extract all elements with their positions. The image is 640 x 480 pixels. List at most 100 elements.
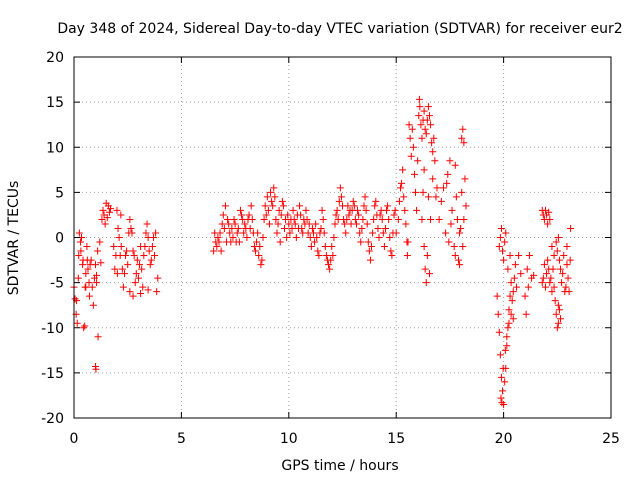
data-point <box>370 215 378 223</box>
data-point <box>262 211 270 219</box>
data-point <box>101 220 109 228</box>
data-point <box>89 301 97 309</box>
data-point <box>422 130 430 138</box>
data-point <box>254 229 262 237</box>
data-point <box>263 193 271 201</box>
data-point <box>245 211 253 219</box>
y-tick-label: -5 <box>50 276 64 292</box>
data-point <box>96 238 104 246</box>
data-point <box>363 220 371 228</box>
data-point <box>541 283 549 291</box>
data-point <box>230 215 238 223</box>
data-point <box>546 279 554 287</box>
data-point <box>140 252 148 260</box>
data-point <box>501 346 509 354</box>
data-point <box>341 220 349 228</box>
data-point <box>392 229 400 237</box>
data-point <box>424 103 432 111</box>
data-point <box>554 319 562 327</box>
data-point <box>435 215 443 223</box>
data-point <box>420 166 428 174</box>
data-point <box>439 184 447 192</box>
data-point <box>506 252 514 260</box>
data-point <box>154 274 162 282</box>
data-point <box>423 116 431 124</box>
data-point <box>256 243 264 251</box>
data-point <box>412 188 420 196</box>
y-tick-label: 10 <box>46 140 64 156</box>
data-point <box>567 224 575 232</box>
data-point <box>234 224 242 232</box>
data-point <box>93 271 101 279</box>
y-tick-label: -10 <box>41 321 64 337</box>
data-point <box>321 243 329 251</box>
data-point <box>235 238 243 246</box>
data-point <box>427 121 435 129</box>
data-point <box>525 252 533 260</box>
data-point <box>365 247 373 255</box>
data-point <box>120 270 128 278</box>
data-point <box>219 211 227 219</box>
data-point <box>84 265 92 273</box>
data-point <box>458 188 466 196</box>
data-point <box>447 220 455 228</box>
data-point <box>238 211 246 219</box>
x-tick-label: 25 <box>602 431 620 447</box>
data-point <box>360 202 368 210</box>
data-point <box>314 247 322 255</box>
data-point <box>318 206 326 214</box>
data-point <box>452 193 460 201</box>
data-point <box>548 288 556 296</box>
data-point <box>515 252 523 260</box>
data-point <box>279 202 287 210</box>
data-point <box>94 247 102 255</box>
data-point <box>259 234 267 241</box>
data-point <box>83 243 91 251</box>
data-point <box>553 324 561 332</box>
data-point <box>217 247 225 255</box>
data-point <box>358 224 366 232</box>
data-point <box>552 310 560 318</box>
data-point <box>437 197 445 205</box>
data-point <box>123 247 131 255</box>
data-point <box>499 247 507 255</box>
data-point <box>257 261 265 269</box>
data-point <box>99 206 107 214</box>
data-point <box>359 215 367 223</box>
data-point <box>420 107 428 115</box>
data-point <box>130 252 138 260</box>
data-point <box>390 211 398 219</box>
data-point <box>509 288 517 296</box>
data-point <box>444 170 452 178</box>
data-point <box>127 224 135 232</box>
data-point <box>423 252 431 260</box>
data-point <box>503 342 511 350</box>
data-point <box>134 274 142 282</box>
data-point <box>269 202 277 210</box>
data-point <box>149 234 157 241</box>
data-point <box>364 238 372 246</box>
data-point <box>328 243 336 251</box>
data-point <box>129 247 137 255</box>
data-point <box>137 289 145 297</box>
data-point <box>111 265 119 273</box>
data-point <box>267 188 275 196</box>
data-point <box>400 193 408 201</box>
data-point <box>510 274 518 282</box>
data-point <box>278 197 286 205</box>
data-point <box>319 215 327 223</box>
data-point <box>376 211 384 219</box>
data-point <box>343 215 351 223</box>
data-point <box>342 229 350 237</box>
data-point <box>330 234 338 241</box>
data-point <box>501 378 509 386</box>
gridlines <box>74 57 611 418</box>
data-point <box>394 215 402 223</box>
data-point <box>258 256 266 264</box>
data-point <box>558 279 566 287</box>
data-point <box>383 206 391 214</box>
data-point <box>75 252 83 260</box>
data-point <box>417 121 425 129</box>
data-point <box>231 220 239 228</box>
data-point <box>409 143 417 151</box>
